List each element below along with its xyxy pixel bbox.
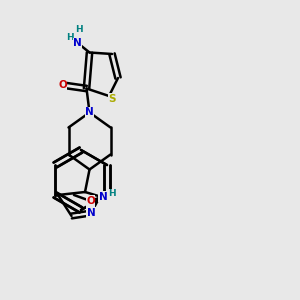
Text: O: O <box>58 80 67 91</box>
Text: N: N <box>85 107 94 118</box>
Text: N: N <box>99 191 107 202</box>
Text: N: N <box>87 208 95 218</box>
Text: H: H <box>108 189 116 198</box>
Text: O: O <box>86 196 95 206</box>
Text: N: N <box>73 38 82 49</box>
Text: H: H <box>66 33 74 42</box>
Text: H: H <box>75 26 83 34</box>
Text: S: S <box>108 94 116 104</box>
